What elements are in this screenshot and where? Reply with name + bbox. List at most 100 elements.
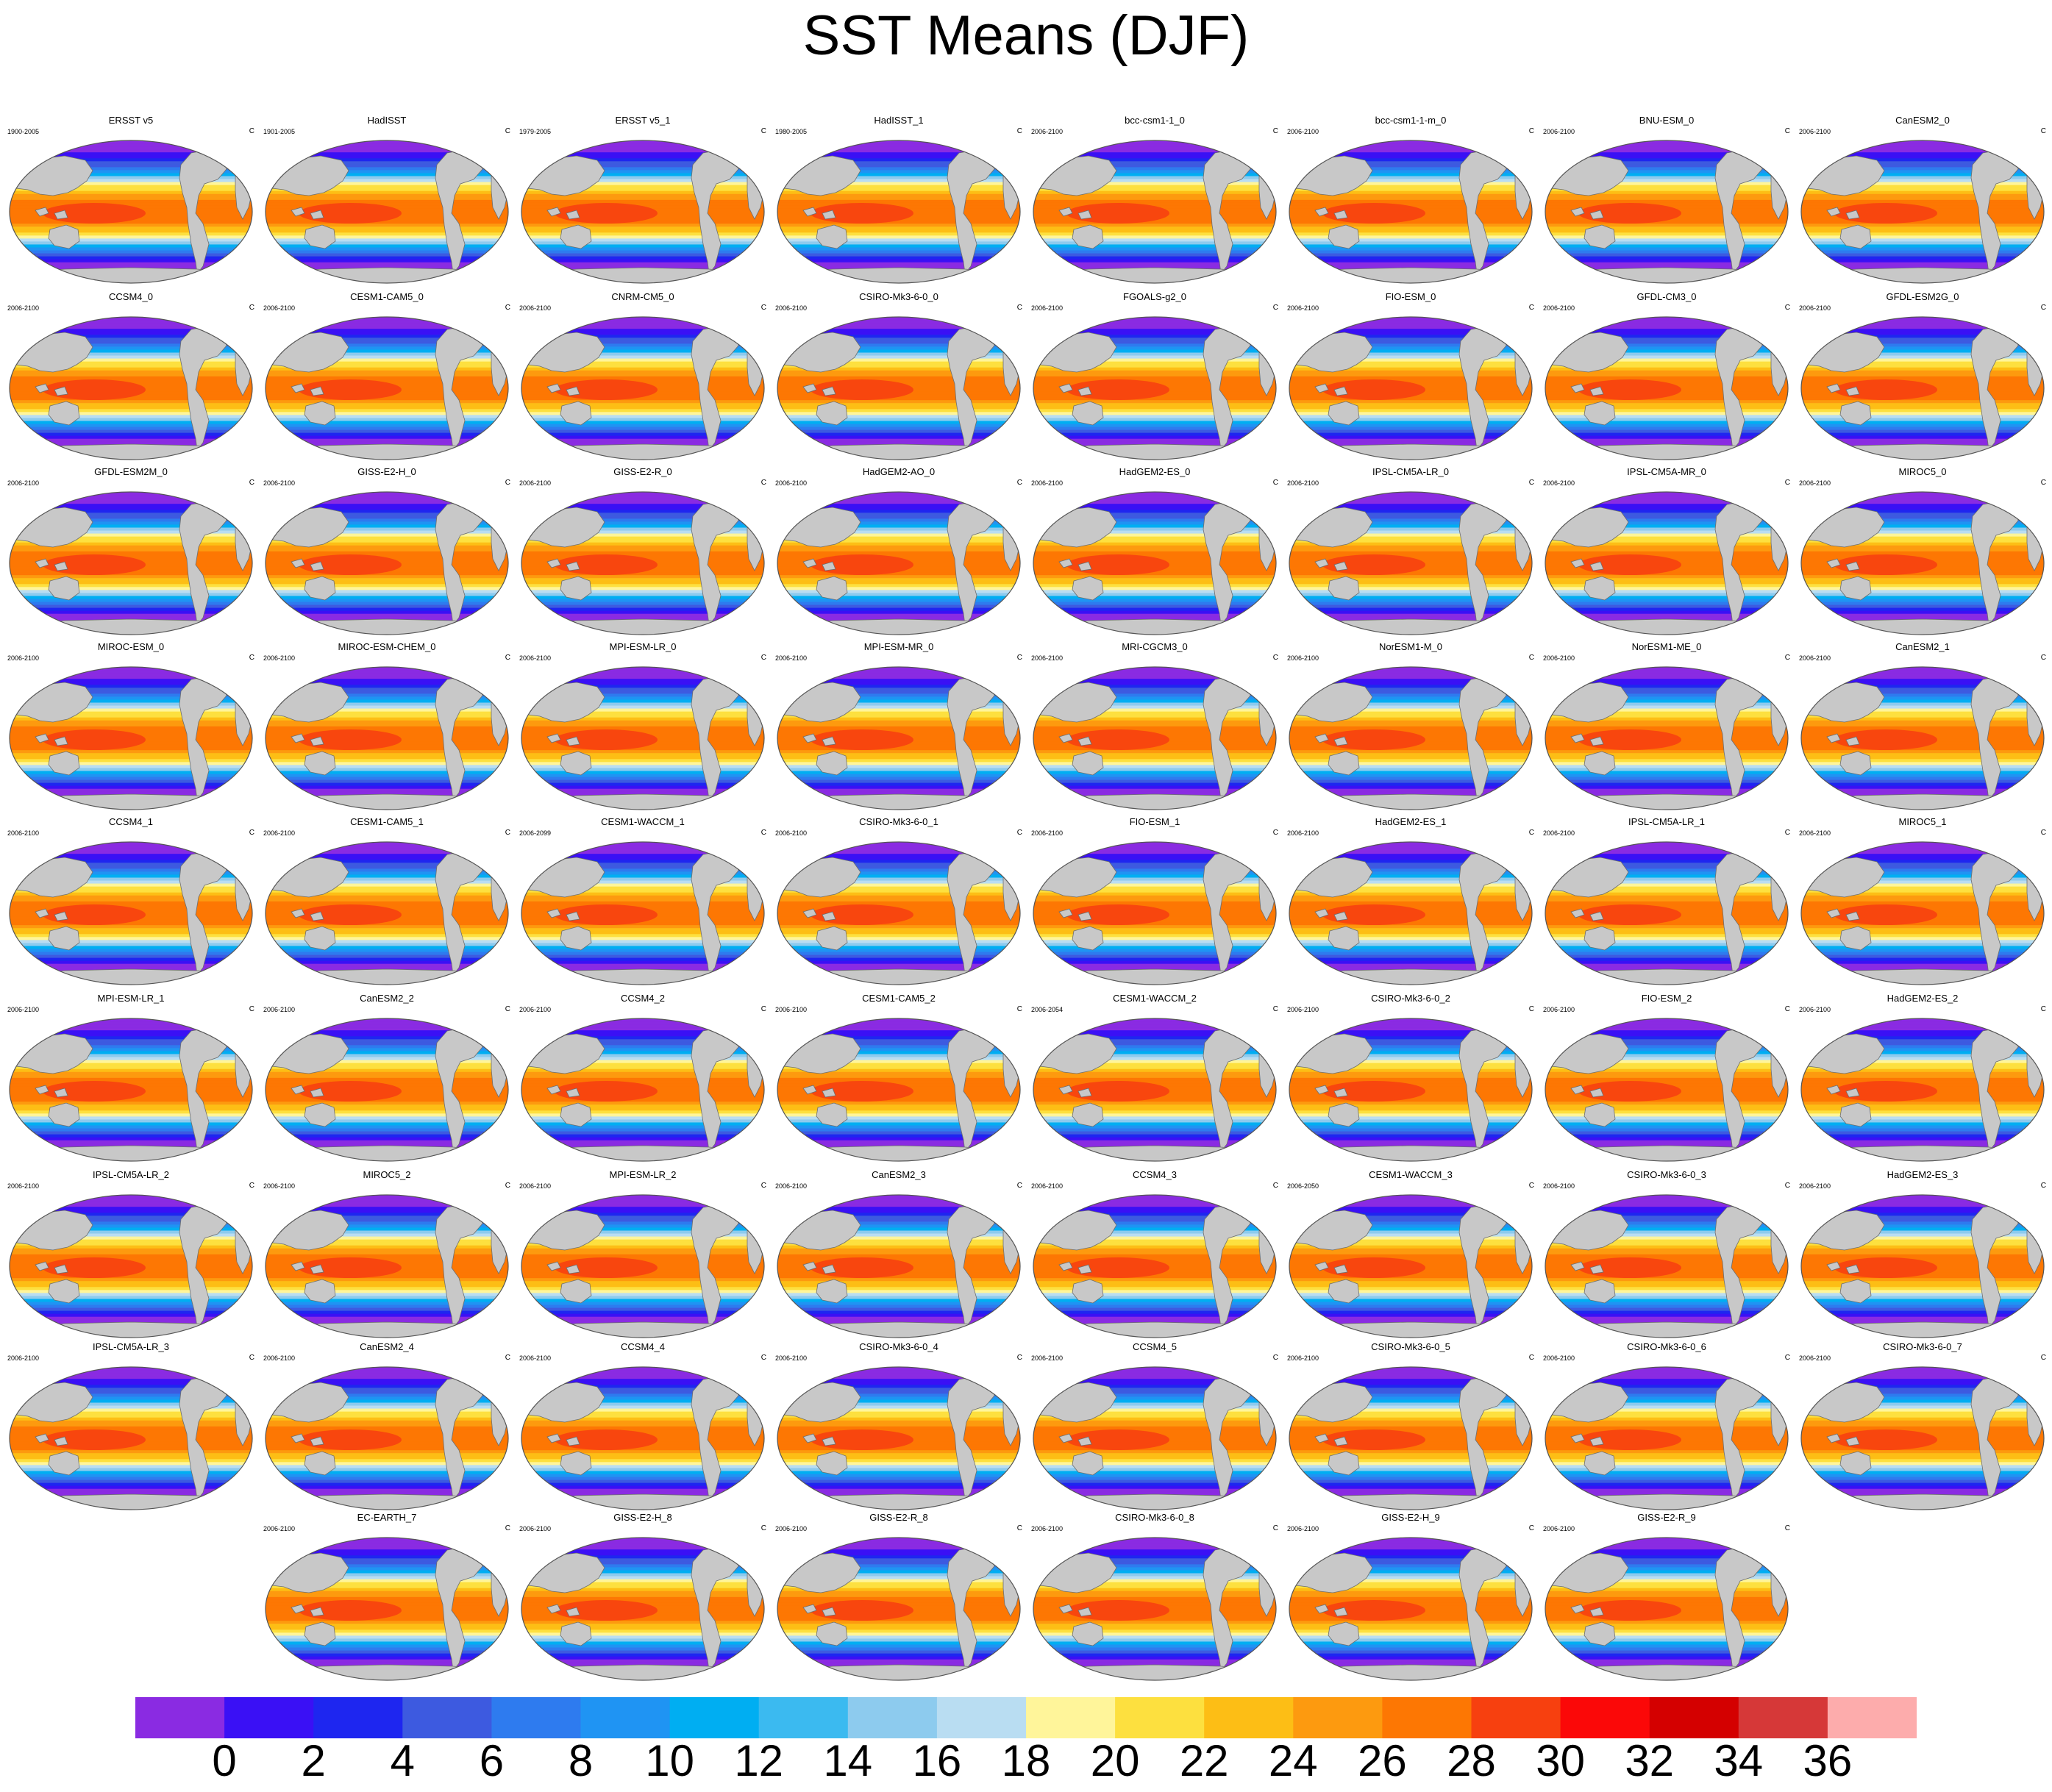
sst-band bbox=[1545, 1593, 1788, 1598]
sst-band bbox=[10, 355, 252, 360]
sst-band bbox=[1801, 1024, 2044, 1028]
sst-band bbox=[1033, 539, 1276, 543]
sst-band bbox=[777, 673, 1020, 677]
sst-band bbox=[1033, 1450, 1276, 1454]
sst-band bbox=[10, 507, 252, 510]
sst-band bbox=[10, 1313, 252, 1318]
land-mass bbox=[726, 1020, 747, 1038]
sst-band bbox=[1545, 426, 1788, 431]
sst-band bbox=[10, 140, 252, 144]
sst-band bbox=[1801, 418, 2044, 422]
warm-pool bbox=[555, 1429, 658, 1450]
land-mass bbox=[2006, 843, 2026, 861]
panel-period: 2006-2100 bbox=[1287, 654, 1319, 662]
sst-band bbox=[1801, 883, 2044, 888]
sst-band bbox=[777, 340, 1020, 344]
sst-band bbox=[1801, 682, 2044, 685]
sst-band bbox=[266, 435, 508, 440]
sst-band bbox=[521, 1048, 764, 1052]
sst-band bbox=[1289, 708, 1532, 713]
map-border bbox=[521, 841, 765, 985]
panel-title: GFDL-ESM2G_0 bbox=[1886, 291, 1959, 302]
map-border bbox=[1289, 140, 1533, 284]
sst-band bbox=[266, 1417, 508, 1421]
sst-band bbox=[10, 610, 252, 615]
land-mass bbox=[291, 1085, 305, 1095]
sst-band bbox=[1545, 370, 1788, 374]
panel-period: 2006-2100 bbox=[1543, 304, 1575, 312]
sst-band bbox=[777, 226, 1020, 230]
sst-band bbox=[777, 397, 1020, 401]
sst-band bbox=[10, 196, 252, 201]
sst-band bbox=[1033, 723, 1276, 727]
sst-band bbox=[1801, 848, 2044, 852]
sst-band bbox=[10, 949, 252, 953]
sst-band bbox=[1033, 1113, 1276, 1117]
sst-band bbox=[1033, 883, 1276, 888]
land-mass bbox=[304, 1451, 336, 1476]
sst-band bbox=[266, 1110, 508, 1114]
sst-band bbox=[1033, 400, 1276, 404]
sst-band bbox=[1545, 883, 1788, 888]
sst-band bbox=[1545, 723, 1788, 727]
sst-band bbox=[266, 705, 508, 710]
sst-band bbox=[10, 1134, 252, 1138]
land-mass bbox=[1589, 561, 1604, 571]
map-border bbox=[1033, 316, 1277, 460]
land-mass bbox=[1314, 383, 1329, 393]
sst-band bbox=[1545, 1313, 1788, 1318]
land-mass bbox=[1845, 911, 1860, 921]
sst-map bbox=[1545, 491, 1789, 635]
sst-band bbox=[1289, 229, 1532, 233]
sst-band bbox=[10, 937, 252, 940]
sst-band bbox=[1545, 329, 1788, 332]
sst-band bbox=[1545, 1393, 1788, 1398]
land-mass bbox=[1845, 561, 1860, 571]
sst-band bbox=[1033, 515, 1276, 519]
sst-band bbox=[521, 931, 764, 935]
sst-band bbox=[1545, 196, 1788, 201]
sst-band bbox=[1801, 1239, 2044, 1243]
sst-band bbox=[521, 1134, 764, 1138]
sst-band bbox=[1801, 898, 2044, 902]
sst-band bbox=[777, 934, 1020, 938]
sst-band bbox=[266, 676, 508, 679]
sst-band bbox=[266, 1242, 508, 1246]
sst-band bbox=[266, 542, 508, 546]
land-mass bbox=[35, 1433, 49, 1443]
map-border bbox=[1033, 491, 1277, 635]
sst-band bbox=[10, 871, 252, 876]
sst-band bbox=[1033, 607, 1276, 612]
map-border bbox=[1289, 1537, 1533, 1681]
land-mass bbox=[1072, 576, 1104, 601]
sst-band bbox=[1289, 1405, 1532, 1410]
warm-pool bbox=[1322, 729, 1425, 750]
sst-band bbox=[266, 513, 508, 516]
sst-band bbox=[1801, 602, 2044, 606]
sst-band bbox=[1545, 1488, 1788, 1493]
sst-band bbox=[777, 164, 1020, 168]
sst-band bbox=[1033, 358, 1276, 363]
land-mass bbox=[179, 1376, 227, 1501]
sst-band bbox=[521, 868, 764, 873]
sst-band bbox=[1033, 868, 1276, 873]
sst-map bbox=[521, 1018, 765, 1162]
land-mass bbox=[1583, 224, 1616, 249]
sst-band bbox=[1289, 1051, 1532, 1055]
sst-band bbox=[10, 226, 252, 230]
sst-band bbox=[521, 1290, 764, 1293]
sst-band bbox=[1033, 179, 1276, 183]
sst-map bbox=[1545, 1366, 1789, 1510]
sst-band bbox=[521, 762, 764, 765]
panel-units: C bbox=[1272, 654, 1278, 662]
sst-band bbox=[1545, 155, 1788, 159]
sst-band bbox=[521, 1302, 764, 1306]
sst-band bbox=[266, 895, 508, 899]
sst-band bbox=[777, 1477, 1020, 1481]
sst-band bbox=[266, 868, 508, 873]
sst-band bbox=[10, 1125, 252, 1129]
sst-band bbox=[521, 338, 764, 341]
land-mass bbox=[982, 1020, 1002, 1038]
sst-band bbox=[1801, 1102, 2044, 1105]
panel-title: GFDL-ESM2M_0 bbox=[94, 466, 168, 477]
